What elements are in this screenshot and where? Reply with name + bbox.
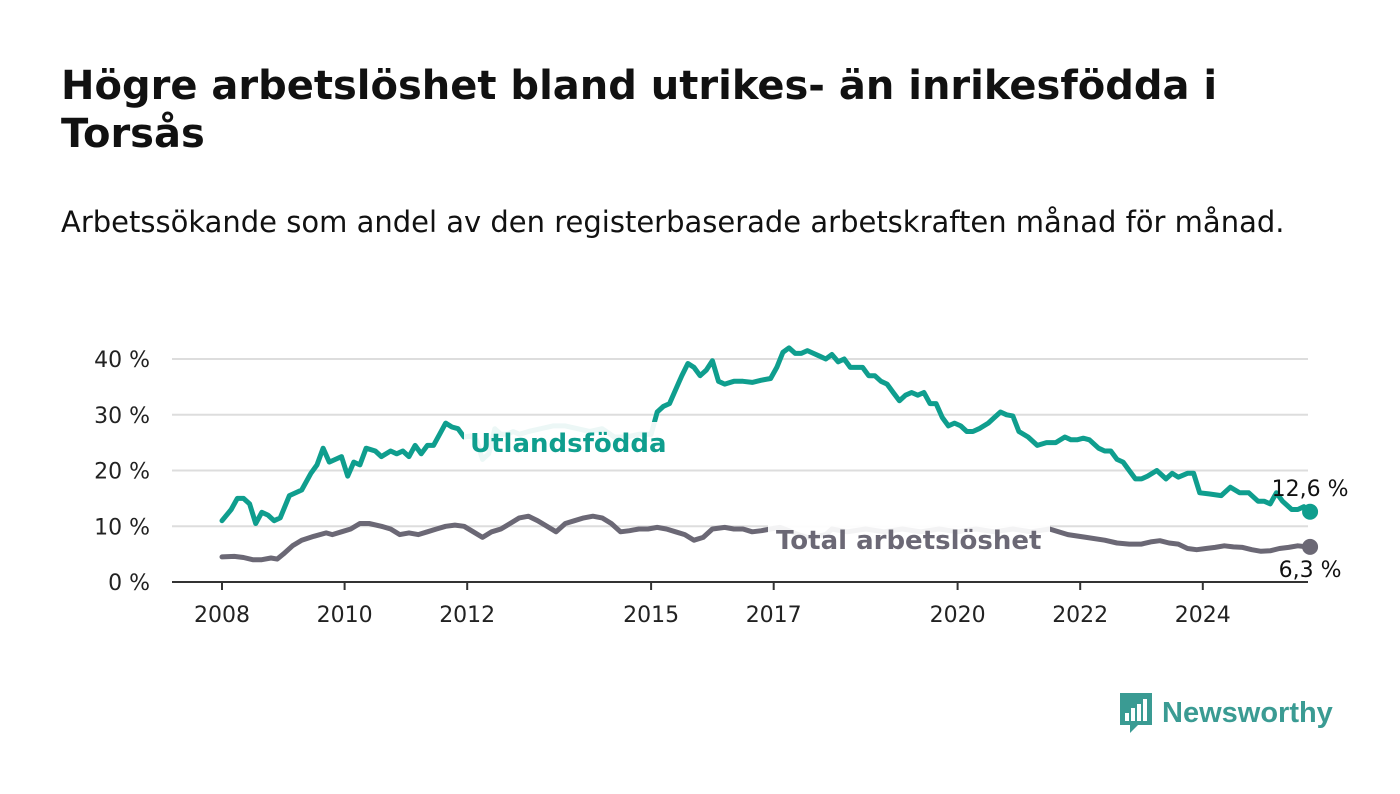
x-tick-label: 2020 — [930, 603, 986, 628]
chart-subtitle: Arbetssökande som andel av den registerb… — [61, 205, 1285, 239]
y-tick-label: 40 % — [94, 348, 150, 373]
x-tick-label: 2015 — [623, 603, 679, 628]
x-tick-label: 2008 — [194, 603, 250, 628]
series-labels: Utlandsfödda Total arbetslöshet — [464, 422, 1050, 559]
x-tick-label: 2017 — [746, 603, 802, 628]
newsworthy-logo: Newsworthy — [1118, 690, 1333, 736]
end-point-marker — [1302, 503, 1319, 520]
series-label-background — [768, 519, 1050, 559]
end-point-marker — [1302, 538, 1319, 555]
grid-lines — [172, 358, 1308, 528]
series-label-background — [464, 422, 670, 462]
newsworthy-chart-bubble-icon — [1120, 693, 1152, 733]
end-markers: 12,6 % 6,3 % — [1272, 477, 1349, 583]
x-axis: 2008 2010 2012 2015 2017 2020 2022 2024 — [172, 581, 1308, 628]
chart-title: Högre arbetslöshet bland utrikes- än inr… — [61, 63, 1218, 157]
series-line-total — [219, 513, 1313, 563]
x-tick-label: 2022 — [1052, 603, 1108, 628]
series-lines — [219, 345, 1313, 563]
y-tick-label: 0 % — [108, 571, 150, 596]
y-tick-label: 10 % — [94, 515, 150, 540]
end-value-label: 12,6 % — [1272, 477, 1349, 502]
x-tick-label: 2012 — [439, 603, 495, 628]
y-axis-ticks: 0 % 10 % 20 % 30 % 40 % — [94, 348, 150, 596]
x-tick-label: 2024 — [1175, 603, 1231, 628]
series-label-total: Total arbetslöshet — [776, 526, 1041, 556]
y-tick-label: 30 % — [94, 404, 150, 429]
logo-text: Newsworthy — [1162, 696, 1333, 729]
x-tick-label: 2010 — [317, 603, 373, 628]
end-value-label: 6,3 % — [1279, 558, 1342, 583]
y-tick-label: 20 % — [94, 460, 150, 485]
series-label-utlandsfodda: Utlandsfödda — [470, 429, 667, 459]
series-line-utlandsfodda — [219, 345, 1313, 526]
